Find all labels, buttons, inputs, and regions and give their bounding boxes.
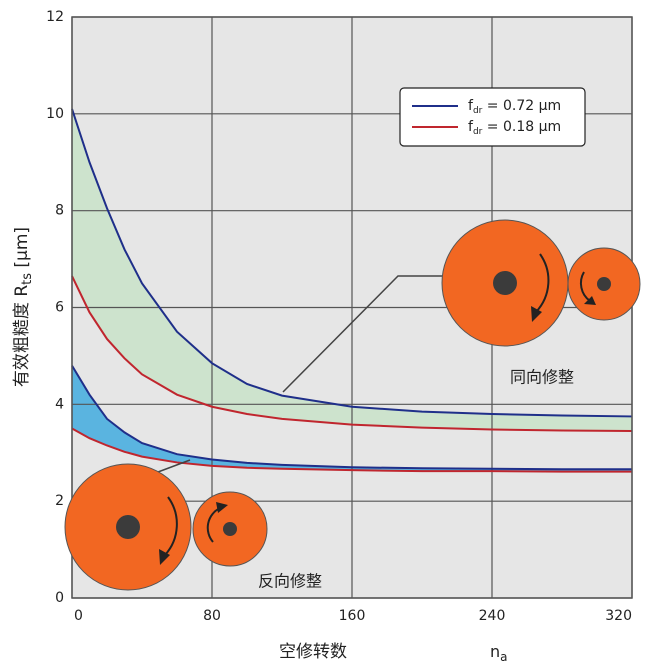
x-tick-label: 160 xyxy=(339,608,366,624)
x-axis-title: 空修转数 xyxy=(279,642,347,662)
legend-label-sub: dr xyxy=(473,127,483,137)
y-axis-title-sub: ts xyxy=(20,273,35,285)
y-tick-label: 6 xyxy=(55,300,64,316)
annotation: 反向修整 xyxy=(258,572,322,591)
y-axis-title: 有效粗糙度 Rts [μm] xyxy=(12,227,35,387)
y-axis-title-part: [μm] xyxy=(12,227,32,273)
x-tick-label: 320 xyxy=(605,608,632,624)
legend xyxy=(400,88,585,146)
x-tick-label: 240 xyxy=(479,608,506,624)
legend-label-part: = 0.72 μm xyxy=(482,98,561,114)
x-axis-title-sub: a xyxy=(500,650,507,662)
legend-label-part: = 0.18 μm xyxy=(482,119,561,135)
x-axis-title: na xyxy=(490,642,508,662)
y-tick-label: 12 xyxy=(46,9,64,25)
annotation: 同向修整 xyxy=(510,368,574,387)
x-axis-title-part: n xyxy=(490,642,500,661)
y-tick-label: 8 xyxy=(55,203,64,219)
chart: 同向修整 反向修整 空修转数 na 有效粗糙度 Rts [μm] fdr = 0… xyxy=(0,0,648,662)
legend-label-sub: dr xyxy=(473,106,483,116)
y-tick-label: 10 xyxy=(46,106,64,122)
x-tick-label: 0 xyxy=(74,608,83,624)
y-tick-label: 2 xyxy=(55,493,64,509)
y-axis-title-part: 有效粗糙度 R xyxy=(12,285,32,387)
y-tick-label: 4 xyxy=(55,396,64,412)
legend-label: fdr = 0.18 μm xyxy=(468,119,561,137)
y-tick-label: 0 xyxy=(55,590,64,606)
legend-label: fdr = 0.72 μm xyxy=(468,98,561,116)
x-tick-label: 80 xyxy=(203,608,221,624)
